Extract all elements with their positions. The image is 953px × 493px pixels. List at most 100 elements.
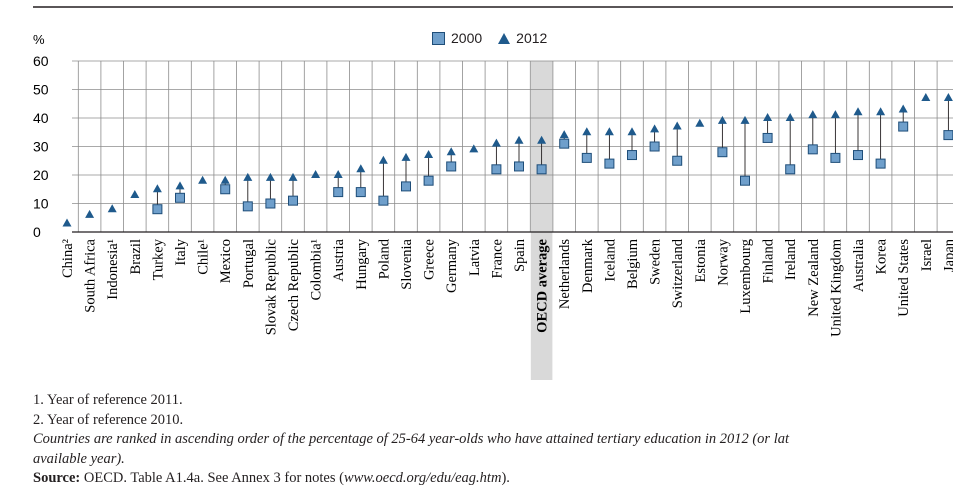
source-label: Source: xyxy=(33,470,81,486)
marker-2012 xyxy=(378,155,388,164)
marker-2000 xyxy=(943,130,953,141)
x-tick-label: Netherlands xyxy=(557,239,573,309)
x-tick-label: Greece xyxy=(422,239,438,280)
marker-2012 xyxy=(695,118,705,127)
marker-2012 xyxy=(333,170,343,178)
marker-2000 xyxy=(762,132,773,143)
x-tick-label: United Kingdom xyxy=(828,238,844,337)
marker-2012 xyxy=(288,172,298,181)
marker-2012 xyxy=(265,172,275,181)
marker-2000 xyxy=(785,164,796,175)
marker-2012 xyxy=(85,209,95,218)
x-tick-label: Poland xyxy=(376,238,392,279)
marker-2012 xyxy=(491,138,501,147)
marker-2000 xyxy=(717,147,728,158)
note-2: 2. Year of reference 2010. xyxy=(33,411,184,428)
legend-2000-label: 2000 xyxy=(451,30,483,46)
highlight-band xyxy=(530,61,553,380)
source-text: OECD. Table A1.4a. See Annex 3 for notes… xyxy=(80,470,344,486)
y-tick-label: 0 xyxy=(33,224,41,240)
x-tick-label: South Africa xyxy=(83,238,99,312)
x-tick-label: OECD average xyxy=(535,238,551,332)
marker-2000 xyxy=(175,192,185,203)
x-tick-label: Ireland xyxy=(783,238,799,280)
marker-2012 xyxy=(152,184,162,193)
x-tick-label: Spain xyxy=(512,238,528,272)
marker-2000 xyxy=(627,150,637,161)
x-tick-label: Japan xyxy=(941,238,953,272)
x-tick-label: Estonia xyxy=(693,238,709,282)
x-tick-label: Latvia xyxy=(467,238,483,276)
marker-2000 xyxy=(288,195,298,206)
marker-2012 xyxy=(446,147,456,156)
marker-2012 xyxy=(537,135,547,144)
marker-2000 xyxy=(446,161,457,172)
marker-2000 xyxy=(875,158,886,169)
x-tick-label: Portugal xyxy=(241,239,257,288)
source-url[interactable]: www.oecd.org/edu/eag.htm xyxy=(343,470,502,486)
marker-2000 xyxy=(491,164,502,175)
x-tick-label: Finland xyxy=(761,238,777,283)
x-tick-label: Austria xyxy=(331,238,347,281)
y-tick-label: 40 xyxy=(33,110,49,126)
marker-2012 xyxy=(876,107,886,116)
x-tick-label: Mexico xyxy=(218,239,234,283)
marker-2000 xyxy=(265,198,276,209)
marker-2000 xyxy=(559,138,570,149)
x-tick-label: Sweden xyxy=(648,238,664,285)
marker-2012 xyxy=(175,181,185,190)
x-tick-label: China² xyxy=(60,238,76,278)
marker-2000 xyxy=(536,164,547,175)
marker-2012 xyxy=(469,144,479,153)
marker-2000 xyxy=(807,144,818,155)
marker-2012 xyxy=(717,115,727,124)
marker-2012 xyxy=(785,113,795,121)
marker-2012 xyxy=(830,110,840,119)
legend-triangle-marker xyxy=(498,32,511,44)
x-tick-label: Israel xyxy=(919,239,935,271)
marker-2012 xyxy=(604,127,614,136)
x-tick-label: Indonesia¹ xyxy=(105,239,121,300)
x-tick-label: Colombia¹ xyxy=(309,239,325,301)
marker-2000 xyxy=(152,204,163,215)
y-axis-label: % xyxy=(33,32,45,47)
marker-2012 xyxy=(650,124,660,133)
ranking-note-cont: available year). xyxy=(33,450,125,467)
marker-2000 xyxy=(333,187,344,198)
marker-2000 xyxy=(220,184,231,195)
marker-2012 xyxy=(514,135,524,144)
x-tick-label: Switzerland xyxy=(670,238,686,308)
marker-2012 xyxy=(198,175,208,184)
x-tick-label: Korea xyxy=(874,238,890,274)
marker-2000 xyxy=(740,175,750,186)
marker-2000 xyxy=(898,121,909,132)
marker-2012 xyxy=(220,175,230,184)
marker-2000 xyxy=(355,187,366,198)
marker-2000 xyxy=(853,150,863,161)
marker-2000 xyxy=(378,195,389,206)
marker-2012 xyxy=(311,170,321,178)
marker-2012 xyxy=(672,121,682,130)
marker-2000 xyxy=(242,201,253,212)
y-tick-label: 20 xyxy=(33,167,49,183)
x-tick-label: Denmark xyxy=(580,238,596,293)
marker-2012 xyxy=(921,93,931,102)
marker-2000 xyxy=(581,152,592,163)
y-tick-label: 10 xyxy=(33,196,49,212)
marker-2012 xyxy=(582,127,592,136)
x-tick-label: New Zealand xyxy=(806,238,822,316)
marker-2000 xyxy=(401,181,411,192)
ranking-note: Countries are ranked in ascending order … xyxy=(33,431,790,447)
marker-2012 xyxy=(627,127,637,136)
marker-2012 xyxy=(424,150,434,159)
legend-2012-label: 2012 xyxy=(516,30,548,46)
marker-2012 xyxy=(62,218,72,227)
marker-2012 xyxy=(853,107,863,116)
marker-2012 xyxy=(808,110,818,119)
marker-2012 xyxy=(740,115,750,124)
y-tick-label: 30 xyxy=(33,139,49,155)
x-tick-label: Chile¹ xyxy=(196,239,212,275)
source-end: ). xyxy=(501,470,510,486)
x-tick-label: United States xyxy=(896,239,912,317)
x-tick-label: Slovak Republic xyxy=(263,239,279,335)
